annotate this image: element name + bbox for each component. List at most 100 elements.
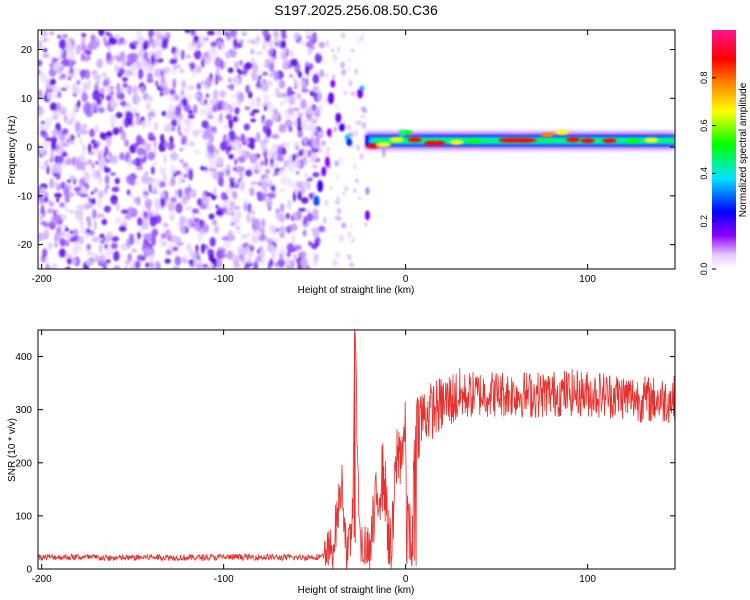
noise-blob bbox=[247, 91, 253, 99]
noise-blob bbox=[301, 120, 308, 129]
noise-blob bbox=[53, 192, 63, 198]
noise-blob bbox=[245, 169, 253, 177]
noise-blob bbox=[102, 262, 107, 269]
noise-blob bbox=[38, 159, 42, 169]
noise-blob bbox=[301, 78, 306, 87]
noise-blob bbox=[272, 172, 277, 177]
carrier-hotspot bbox=[399, 129, 405, 138]
noise-blob bbox=[246, 213, 251, 223]
noise-blob bbox=[145, 262, 150, 268]
noise-blob bbox=[230, 180, 235, 188]
noise-blob bbox=[53, 242, 58, 248]
noise-blob bbox=[334, 102, 339, 109]
noise-blob bbox=[286, 141, 290, 151]
noise-blob bbox=[54, 62, 61, 69]
noise-blob bbox=[56, 155, 64, 164]
noise-blob bbox=[212, 170, 220, 180]
colorbar: 0.0 0.2 0.4 0.6 0.8 Normalized spectral ampl… bbox=[699, 30, 749, 275]
noise-blob bbox=[291, 233, 296, 243]
noise-blob bbox=[332, 259, 338, 267]
noise-blob bbox=[273, 108, 278, 115]
noise-blob bbox=[112, 127, 120, 136]
noise-blob bbox=[104, 40, 112, 47]
snr-spike bbox=[353, 330, 356, 543]
noise-blob bbox=[67, 72, 77, 78]
noise-blob bbox=[305, 77, 309, 87]
noise-blob bbox=[285, 108, 289, 120]
noise-blob bbox=[207, 248, 212, 254]
noise-blob bbox=[123, 38, 128, 46]
noise-blob bbox=[253, 36, 260, 47]
noise-blob bbox=[343, 91, 348, 95]
noise-blob bbox=[49, 102, 58, 112]
noise-blob bbox=[297, 190, 302, 201]
noise-blob bbox=[135, 180, 140, 186]
noise-blob bbox=[210, 41, 217, 47]
noise-blob bbox=[128, 233, 135, 239]
noise-blob bbox=[163, 240, 167, 247]
noise-blob bbox=[103, 86, 111, 92]
noise-blob bbox=[150, 55, 155, 66]
noise-blob bbox=[74, 121, 81, 132]
noise-blob bbox=[353, 162, 357, 171]
noise-blob bbox=[302, 229, 307, 237]
noise-blob bbox=[73, 234, 79, 243]
noise-blob bbox=[91, 102, 99, 111]
noise-blob bbox=[87, 251, 96, 256]
noise-blob bbox=[224, 199, 229, 207]
noise-blob bbox=[207, 114, 214, 120]
noise-blob bbox=[292, 253, 300, 258]
noise-blob bbox=[64, 134, 71, 140]
noise-blob bbox=[289, 223, 298, 232]
noise-blob bbox=[248, 244, 253, 249]
noise-blob bbox=[47, 85, 55, 90]
noise-blob bbox=[169, 88, 176, 96]
noise-blob bbox=[175, 222, 180, 227]
noise-blob bbox=[214, 74, 219, 86]
noise-blob bbox=[149, 215, 157, 227]
noise-blob bbox=[148, 254, 155, 262]
noise-blob bbox=[310, 154, 316, 164]
noise-blob bbox=[90, 191, 95, 195]
noise-blob bbox=[50, 150, 55, 160]
noise-blob bbox=[104, 186, 108, 195]
noise-blob bbox=[225, 113, 233, 120]
noise-blob bbox=[76, 204, 84, 211]
noise-blob bbox=[228, 230, 233, 237]
noise-blob bbox=[229, 200, 236, 208]
noise-blob bbox=[312, 139, 321, 149]
noise-blob bbox=[153, 40, 161, 48]
noise-blob bbox=[284, 258, 292, 269]
noise-blob bbox=[300, 98, 307, 110]
noise-blob bbox=[151, 228, 159, 237]
noise-blob bbox=[360, 114, 365, 118]
noise-blob bbox=[136, 231, 141, 240]
noise-blob bbox=[277, 170, 286, 176]
noise-blob bbox=[91, 208, 97, 220]
noise-blob bbox=[234, 60, 238, 69]
noise-blob bbox=[270, 225, 279, 235]
noise-blob bbox=[175, 170, 182, 176]
noise-blob bbox=[116, 91, 122, 100]
noise-blob bbox=[111, 200, 117, 206]
noise-blob bbox=[228, 118, 234, 130]
noise-blob bbox=[170, 152, 179, 161]
noise-blob bbox=[279, 245, 285, 255]
noise-blob bbox=[314, 126, 318, 134]
noise-blob bbox=[38, 260, 42, 269]
noise-blob bbox=[104, 236, 111, 244]
noise-blob bbox=[114, 63, 120, 73]
noise-blob bbox=[298, 207, 307, 212]
noise-blob bbox=[276, 92, 283, 99]
noise-blob bbox=[181, 135, 188, 146]
noise-blob bbox=[160, 75, 165, 83]
noise-blob bbox=[215, 204, 219, 209]
noise-blob bbox=[95, 160, 99, 165]
noise-blob bbox=[62, 128, 69, 136]
noise-blob bbox=[192, 129, 200, 138]
noise-blob bbox=[135, 116, 142, 126]
noise-blob bbox=[267, 49, 273, 57]
noise-blob bbox=[350, 221, 353, 229]
noise-blob bbox=[314, 52, 323, 64]
carrier-hotspot bbox=[626, 138, 641, 144]
